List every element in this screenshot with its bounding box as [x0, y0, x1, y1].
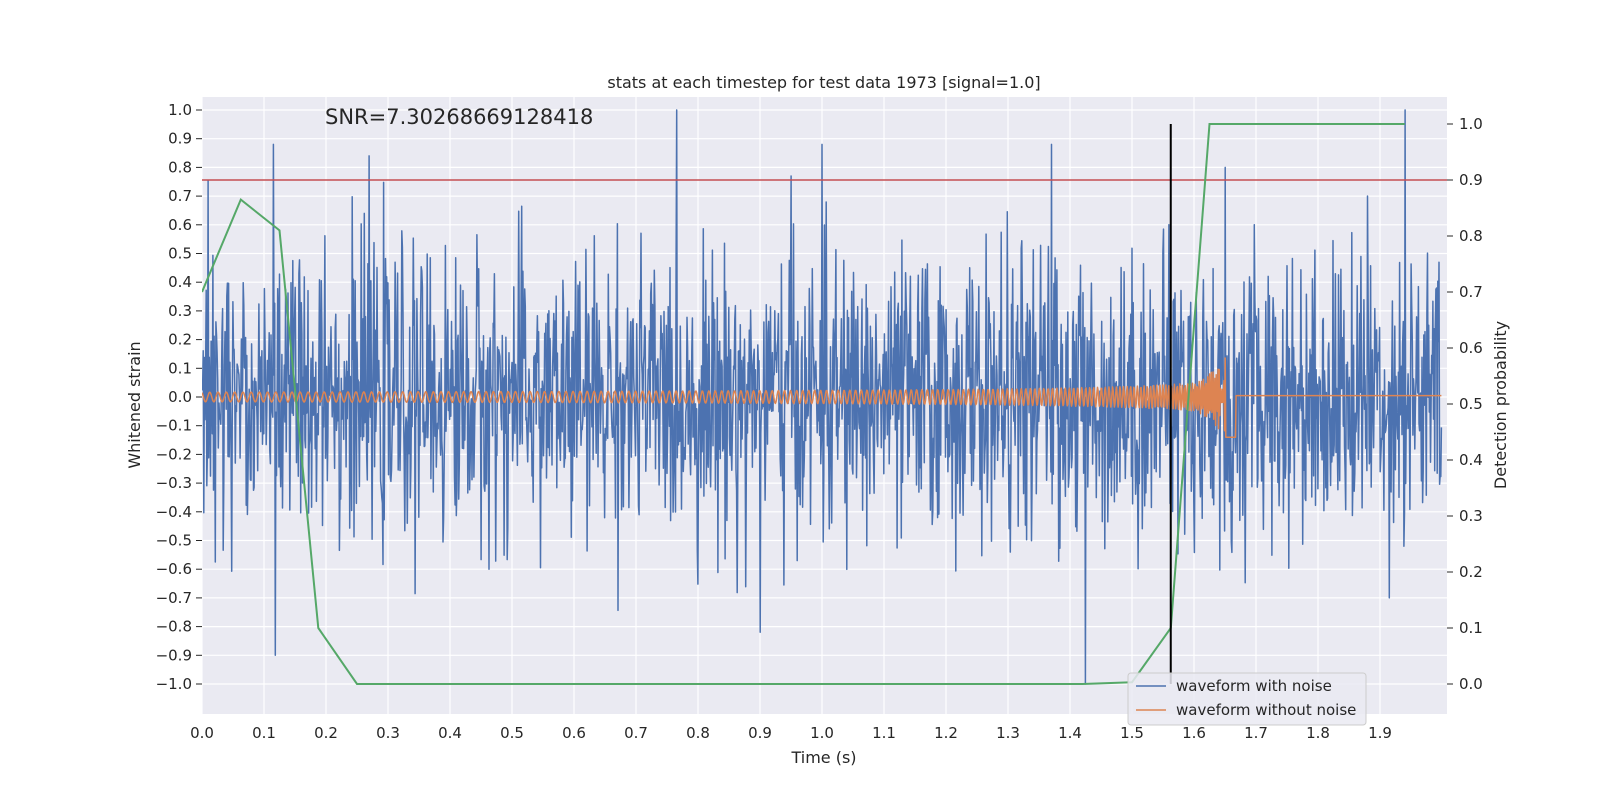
plot-area [202, 109, 1447, 685]
x-tick-label: 0.7 [624, 724, 648, 742]
y-tick-label: −0.8 [156, 618, 192, 636]
x-tick-label: 1.6 [1182, 724, 1206, 742]
y-right-tick-label: 1.0 [1459, 115, 1483, 133]
y-tick-label: −0.5 [156, 532, 192, 550]
x-tick-label: 0.5 [500, 724, 524, 742]
x-tick-label: 1.9 [1368, 724, 1392, 742]
x-axis-label: Time (s) [790, 748, 856, 767]
snr-annotation: SNR=7.30268669128418 [325, 105, 593, 129]
x-tick-label: 1.8 [1306, 724, 1330, 742]
x-tick-label: 1.5 [1120, 724, 1144, 742]
x-tick-label: 1.2 [934, 724, 958, 742]
y-tick-label: −0.3 [156, 474, 192, 492]
y-tick-label: 0.7 [168, 187, 192, 205]
y-tick-label: −1.0 [156, 675, 192, 693]
y-right-tick-label: 0.5 [1459, 395, 1483, 413]
y-right-tick-label: 0.2 [1459, 563, 1483, 581]
y-right-tick-label: 0.1 [1459, 619, 1483, 637]
legend-label-clean: waveform without noise [1176, 701, 1356, 719]
y-right-tick-label: 0.9 [1459, 171, 1483, 189]
y-tick-label: −0.4 [156, 503, 192, 521]
y-axis-right-label: Detection probability [1491, 321, 1510, 489]
series-detection-probability [202, 123, 1405, 685]
x-tick-label: 1.3 [996, 724, 1020, 742]
y-tick-label: −0.9 [156, 646, 192, 664]
y-right-tick-label: 0.7 [1459, 283, 1483, 301]
y-tick-label: −0.2 [156, 445, 192, 463]
x-tick-label: 0.8 [686, 724, 710, 742]
y-tick-label: 0.4 [168, 273, 192, 291]
y-tick-label: 0.2 [168, 331, 192, 349]
y-tick-label: 0.1 [168, 359, 192, 377]
x-axis-ticks: 0.0 0.1 0.2 0.3 0.4 0.5 0.6 0.7 0.8 0.9 1.0 1.1 1.2 1… [190, 724, 1392, 742]
y-tick-label: −0.6 [156, 560, 192, 578]
y-right-tick-label: 0.3 [1459, 507, 1483, 525]
x-tick-label: 0.6 [562, 724, 586, 742]
x-tick-label: 1.1 [872, 724, 896, 742]
y-axis-right-ticks: 1.0 0.9 0.8 0.7 0.6 0.5 0.4 0.3 0.2 0.1 0.0 [1447, 115, 1483, 693]
y-right-tick-label: 0.0 [1459, 675, 1483, 693]
y-axis-ticks: 1.0 0.9 0.8 0.7 0.6 0.5 0.4 0.3 0.2 0.1 0.0 −0.1 −0.… [156, 101, 202, 693]
y-right-tick-label: 0.8 [1459, 227, 1483, 245]
chart-title: stats at each timestep for test data 197… [607, 73, 1040, 92]
legend-label-noise: waveform with noise [1176, 677, 1332, 695]
y-axis-label: Whitened strain [125, 341, 144, 468]
y-tick-label: 0.5 [168, 245, 192, 263]
x-tick-label: 0.1 [252, 724, 276, 742]
series-waveform-without-noise [202, 357, 1442, 438]
x-tick-label: 0.2 [314, 724, 338, 742]
y-right-tick-label: 0.4 [1459, 451, 1483, 469]
y-tick-label: −0.1 [156, 417, 192, 435]
legend-box [1127, 672, 1367, 726]
x-tick-label: 1.4 [1058, 724, 1082, 742]
legend: waveform with noise waveform without noi… [1127, 672, 1367, 726]
x-tick-label: 1.7 [1244, 724, 1268, 742]
x-tick-label: 0.9 [748, 724, 772, 742]
y-right-tick-label: 0.6 [1459, 339, 1483, 357]
y-tick-label: 0.0 [168, 388, 192, 406]
x-tick-label: 0.0 [190, 724, 214, 742]
y-tick-label: −0.7 [156, 589, 192, 607]
series-waveform-with-noise [202, 109, 1443, 685]
y-tick-label: 0.8 [168, 158, 192, 176]
x-tick-label: 1.0 [810, 724, 834, 742]
y-tick-label: 0.6 [168, 216, 192, 234]
y-tick-label: 0.9 [168, 130, 192, 148]
y-tick-label: 1.0 [168, 101, 192, 119]
x-tick-label: 0.4 [438, 724, 462, 742]
y-tick-label: 0.3 [168, 302, 192, 320]
x-tick-label: 0.3 [376, 724, 400, 742]
